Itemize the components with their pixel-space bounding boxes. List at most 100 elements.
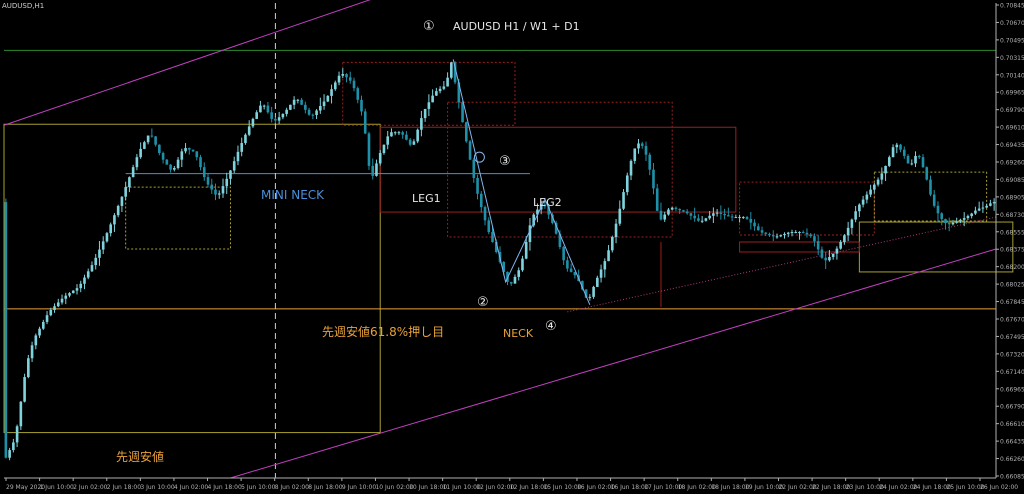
candle-body: [60, 298, 64, 303]
x-tick-label: 25 Jun 10:00: [946, 484, 984, 491]
candle-body: [98, 249, 101, 258]
candle-body: [959, 219, 962, 222]
candle-body: [23, 377, 26, 402]
candle-body: [371, 165, 375, 176]
candle-body: [154, 136, 157, 145]
weekly-box-red-thin: [739, 241, 860, 253]
leg1-label: LEG1: [412, 192, 441, 205]
candle-body: [259, 105, 262, 113]
candle-body: [296, 99, 300, 101]
daily-box-red: [447, 101, 673, 238]
candle-body: [277, 117, 281, 121]
candle-body: [307, 109, 311, 115]
leg-marker-circle: [473, 151, 485, 163]
candle-body: [356, 88, 360, 100]
candle-body: [113, 215, 116, 225]
x-tick-label: 22 Jun 18:00: [812, 484, 850, 491]
candle-body: [734, 217, 738, 219]
candle-body: [970, 213, 973, 217]
candle-body: [667, 209, 670, 215]
candle-body: [337, 75, 341, 83]
candle-body: [835, 248, 839, 254]
candle-body: [289, 104, 292, 110]
x-tick-label: 1 Jun 10:00: [40, 484, 74, 491]
y-tick-label: 0.67845: [1000, 299, 1024, 306]
candle-body: [869, 189, 872, 195]
candle-body: [12, 442, 15, 451]
candle-body: [367, 133, 371, 166]
candle-body: [56, 302, 60, 307]
x-tick-label: 18 Jun 02:00: [678, 484, 716, 491]
y-tick-label: 0.66435: [1000, 439, 1024, 446]
candle-body: [165, 159, 169, 165]
candle-body: [850, 219, 854, 228]
candle-body: [888, 157, 891, 166]
y-tick-label: 0.69965: [1000, 90, 1024, 97]
candle-body: [416, 129, 419, 142]
candle-body: [517, 270, 521, 277]
candle-body: [876, 179, 880, 185]
candle-body: [412, 141, 416, 145]
candle-body: [150, 135, 154, 137]
wave-mark-2: ②: [477, 295, 489, 310]
candle-body: [663, 214, 667, 220]
candle-body: [603, 261, 607, 270]
y-tick-label: 0.68025: [1000, 282, 1024, 289]
candle-body: [472, 159, 476, 178]
candle-body: [727, 215, 730, 217]
candle-body: [899, 144, 902, 150]
candle-body: [794, 232, 798, 234]
candle-body: [285, 109, 288, 114]
candle-body: [453, 62, 457, 83]
lower-trend-line: [230, 248, 997, 479]
candle-body: [49, 309, 53, 316]
candle-body: [566, 260, 569, 269]
y-tick-label: 0.69610: [1000, 125, 1024, 132]
candle-body: [985, 205, 988, 208]
x-tick-label: 24 Jun 02:00: [879, 484, 917, 491]
daily-box: [125, 186, 231, 250]
candle-body: [581, 281, 584, 290]
candle-body: [715, 212, 719, 214]
x-tick-label: 12 Jun 18:00: [510, 484, 548, 491]
candle-body: [790, 232, 794, 234]
candle-body: [128, 177, 131, 188]
x-tick-label: 22 Jun 02:00: [778, 484, 816, 491]
candle-body: [326, 95, 330, 102]
candle-body: [195, 151, 199, 158]
candle-body: [109, 224, 112, 234]
candle-body: [981, 207, 985, 209]
weekly-box-right: [858, 221, 1014, 273]
candle-body: [858, 204, 861, 212]
candle-body: [105, 233, 109, 242]
candle-body: [274, 118, 277, 121]
fib-618-label: 先週安値61.8%押し目: [322, 324, 444, 339]
y-tick-label: 0.68905: [1000, 194, 1024, 201]
x-tick-label: 15 Jun 10:00: [543, 484, 581, 491]
weekly-box-current: [379, 126, 737, 213]
wave-mark-1: ①: [423, 19, 435, 34]
candle-body: [176, 159, 180, 168]
candle-body: [805, 232, 809, 235]
candle-body: [116, 205, 120, 216]
axes: 0.70845 0.70670 0.70495 0.70315 0.70140 0.699…: [4, 3, 1024, 491]
candle-body: [41, 321, 45, 329]
x-tick-label: 16 Jun 02:00: [577, 484, 615, 491]
x-tick-label: 26 Jun 02:00: [980, 484, 1018, 491]
candle-body: [543, 204, 547, 207]
candle-body: [779, 235, 783, 237]
candle-body: [191, 149, 195, 152]
candle-body: [408, 139, 412, 145]
candle-body: [214, 189, 217, 195]
candle-body: [120, 196, 124, 206]
candle-body: [229, 170, 232, 179]
candle-body: [753, 222, 756, 227]
candle-body: [483, 207, 487, 221]
candle-body: [509, 281, 513, 284]
candle-body: [712, 213, 715, 216]
candles: [4, 61, 996, 461]
candle-body: [270, 112, 273, 119]
candle-body: [599, 269, 603, 278]
candle-body: [502, 261, 506, 272]
